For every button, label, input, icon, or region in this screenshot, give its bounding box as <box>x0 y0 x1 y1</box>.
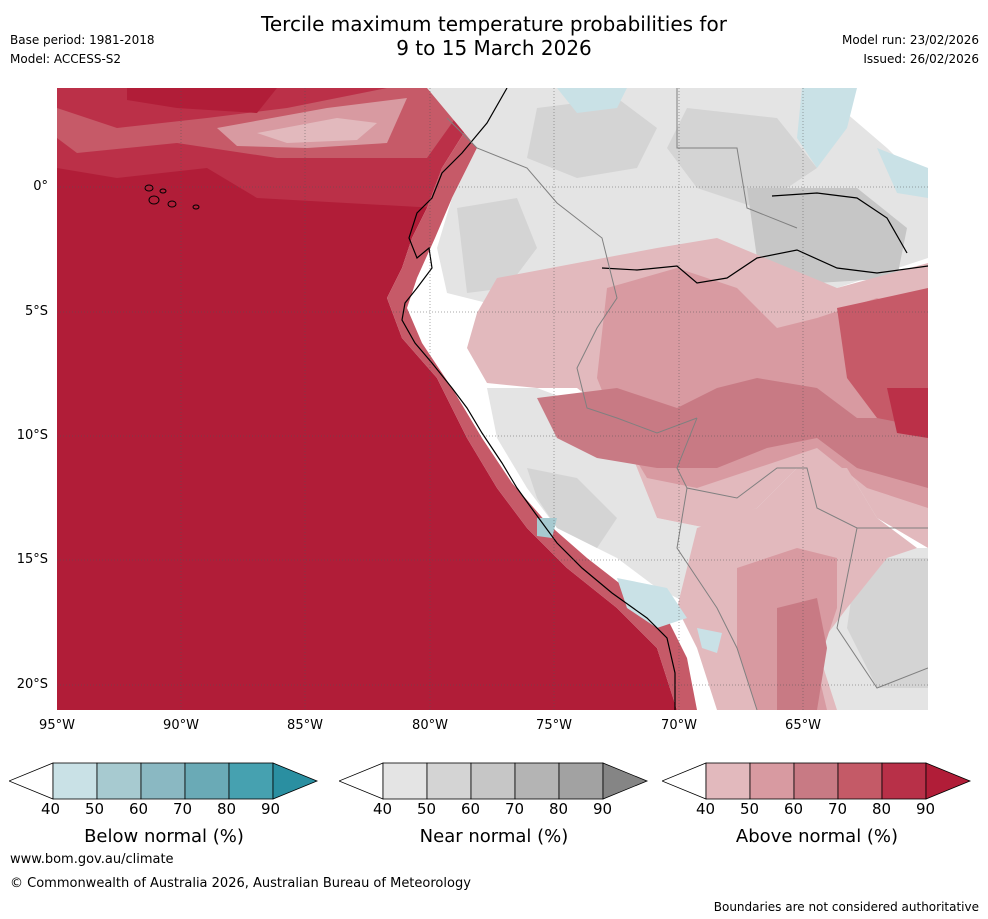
above-normal-interior-60 <box>537 378 928 488</box>
disclaimer-text: Boundaries are not considered authoritat… <box>713 900 979 914</box>
tick-label: 90 <box>916 800 936 818</box>
colorbar-below-segment <box>52 762 98 800</box>
colorbar-above-over-triangle <box>925 762 972 800</box>
lon-label-75w: 75°W <box>536 718 572 733</box>
tick-label: 60 <box>461 800 481 818</box>
below-normal-north-1 <box>557 88 627 113</box>
colorbar-below-over-triangle <box>272 762 319 800</box>
near-normal-north-dark <box>527 98 657 178</box>
forecast-map <box>57 88 928 710</box>
near-normal-west <box>457 198 537 293</box>
below-normal-south-3 <box>697 628 722 653</box>
near-normal-se <box>847 558 928 688</box>
colorbar-near-segment <box>382 762 428 800</box>
colorbar-near <box>339 762 649 800</box>
colorbar-below-segment <box>228 762 274 800</box>
colorbar-above-segment <box>837 762 883 800</box>
colorbar-near-ticks: 40 50 60 70 80 90 <box>339 800 649 820</box>
tick-label: 70 <box>828 800 848 818</box>
colorbar-near-segment <box>514 762 560 800</box>
colorbar-above-ticks: 40 50 60 70 80 90 <box>662 800 972 820</box>
tick-label: 50 <box>740 800 760 818</box>
issued-date: Issued: 26/02/2026 <box>863 52 979 66</box>
colorbar-above-segment <box>793 762 839 800</box>
lat-label-10s: 10°S <box>16 428 48 443</box>
coastline <box>401 88 676 710</box>
galapagos-islands <box>144 184 200 210</box>
base-period: Base period: 1981-2018 <box>10 33 155 47</box>
colorbar-below-title: Below normal (%) <box>84 826 244 847</box>
colorbar-below-ticks: 40 50 60 70 80 90 <box>9 800 319 820</box>
title-line-1: Tercile maximum temperature probabilitie… <box>261 12 727 36</box>
colorbar-below-segment <box>96 762 142 800</box>
tick-label: 40 <box>696 800 716 818</box>
colorbar-above-segment <box>749 762 795 800</box>
colorbar-above-segment <box>881 762 927 800</box>
map-gridlines <box>57 88 928 710</box>
tick-label: 60 <box>129 800 149 818</box>
colorbar-below-under-triangle <box>9 762 54 800</box>
river-line-north <box>771 192 908 254</box>
tick-label: 70 <box>505 800 525 818</box>
colorbar-above-under-triangle <box>662 762 707 800</box>
colorbar-above <box>662 762 972 800</box>
colorbar-near-segment <box>470 762 516 800</box>
tick-label: 60 <box>784 800 804 818</box>
colorbar-above-segment <box>705 762 751 800</box>
near-normal-amazon <box>747 188 907 283</box>
ocean-north-band-4 <box>257 118 377 143</box>
website-link[interactable]: www.bom.gov.au/climate <box>10 852 174 867</box>
below-normal-south-1 <box>617 578 687 628</box>
lat-label-5s: 5°S <box>24 304 48 319</box>
above-normal-east-80 <box>887 388 928 438</box>
tick-label: 40 <box>373 800 393 818</box>
colorbar-near-under-triangle <box>339 762 384 800</box>
title-line-2: 9 to 15 March 2026 <box>396 36 592 60</box>
below-normal-ne <box>877 148 928 198</box>
country-borders <box>446 88 928 710</box>
tick-label: 80 <box>549 800 569 818</box>
tick-label: 50 <box>417 800 437 818</box>
lon-label-90w: 90°W <box>163 718 199 733</box>
near-normal-north-dark-2 <box>667 108 817 208</box>
below-normal-north-2 <box>797 88 857 168</box>
lat-label-20s: 20°S <box>16 677 48 692</box>
tick-label: 90 <box>593 800 613 818</box>
copyright-text: © Commonwealth of Australia 2026, Austra… <box>10 876 471 891</box>
tick-label: 80 <box>872 800 892 818</box>
colorbar-below-segment <box>140 762 186 800</box>
model-name: Model: ACCESS-S2 <box>10 52 122 66</box>
lon-label-95w: 95°W <box>39 718 75 733</box>
river-line <box>601 249 928 284</box>
colorbar-near-over-triangle <box>602 762 649 800</box>
colorbar-near-title: Near normal (%) <box>419 826 569 847</box>
near-normal-south-dark <box>527 468 617 548</box>
colorbar-near-segment <box>426 762 472 800</box>
ocean-top-dark <box>127 88 277 113</box>
lat-label-0: 0° <box>33 179 48 194</box>
lon-label-85w: 85°W <box>287 718 323 733</box>
model-run: Model run: 23/02/2026 <box>841 33 979 47</box>
colorbar-above-title: Above normal (%) <box>735 826 899 847</box>
above-normal-south-60 <box>777 598 827 710</box>
page-title: Tercile maximum temperature probabilitie… <box>0 12 988 60</box>
lon-label-70w: 70°W <box>661 718 697 733</box>
tick-label: 90 <box>261 800 281 818</box>
lat-label-15s: 15°S <box>16 552 48 567</box>
coast-band-above <box>387 88 697 710</box>
tick-label: 40 <box>41 800 61 818</box>
tick-label: 70 <box>173 800 193 818</box>
tick-label: 80 <box>217 800 237 818</box>
lon-label-80w: 80°W <box>412 718 448 733</box>
colorbar-below <box>9 762 319 800</box>
colorbar-below-segment <box>184 762 230 800</box>
tick-label: 50 <box>85 800 105 818</box>
colorbar-near-segment <box>558 762 604 800</box>
lon-label-65w: 65°W <box>785 718 821 733</box>
